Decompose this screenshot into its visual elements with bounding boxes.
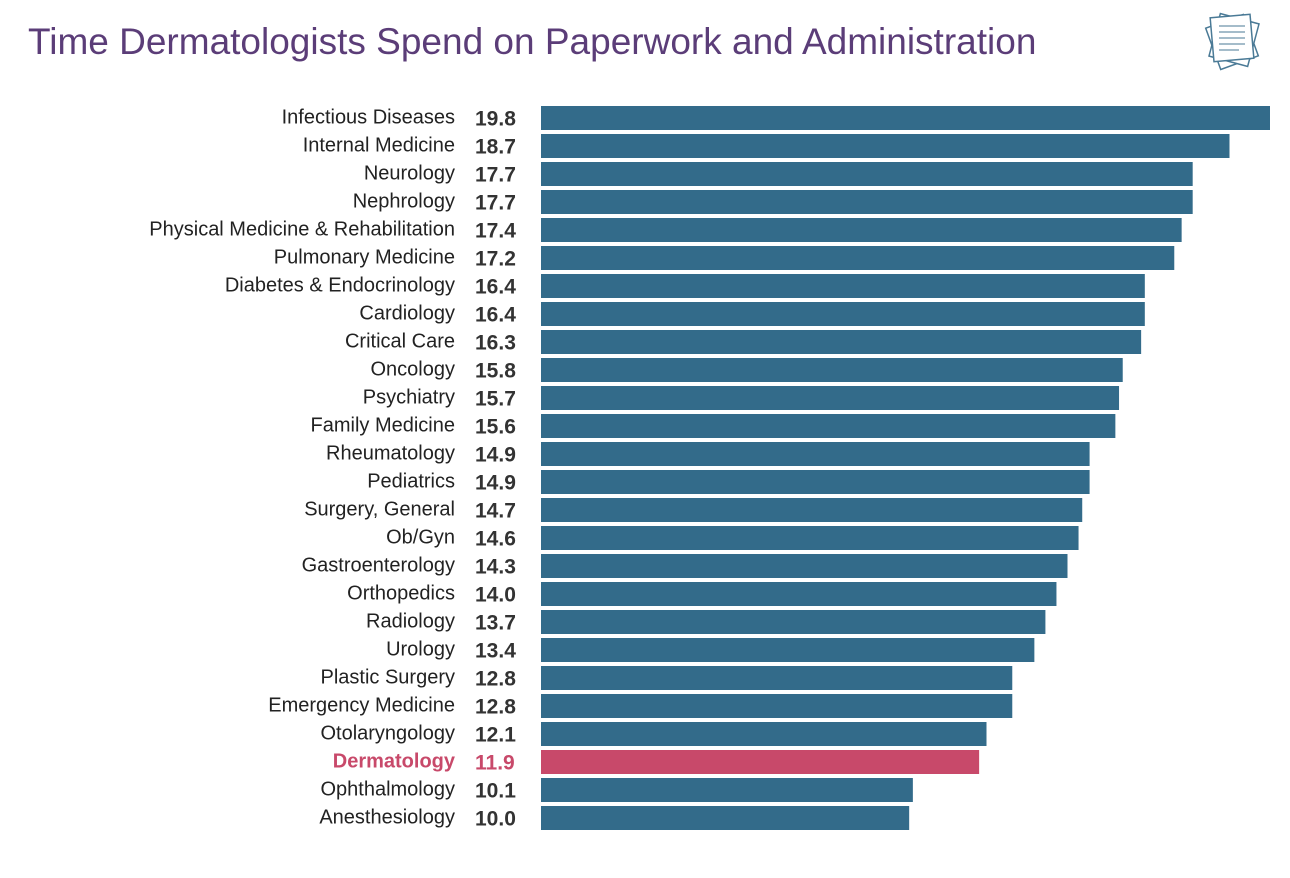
category-label: Oncology (371, 358, 456, 380)
bar (541, 526, 1079, 550)
category-label: Neurology (364, 162, 455, 184)
value-label: 17.2 (475, 248, 516, 271)
bar (541, 302, 1145, 326)
bar (541, 470, 1090, 494)
category-label: Orthopedics (347, 582, 455, 604)
paper-icon (1204, 12, 1260, 71)
value-label: 13.4 (475, 640, 516, 663)
category-label: Pulmonary Medicine (274, 246, 455, 268)
value-label: 11.9 (475, 752, 515, 775)
category-label: Ophthalmology (320, 778, 455, 800)
value-label: 10.0 (475, 808, 516, 831)
bar (541, 638, 1035, 662)
category-label: Plastic Surgery (321, 666, 456, 688)
category-label: Family Medicine (311, 414, 455, 436)
category-label: Internal Medicine (303, 134, 455, 156)
category-label: Physical Medicine & Rehabilitation (149, 218, 455, 240)
value-label: 17.7 (475, 192, 516, 215)
category-label: Urology (386, 638, 455, 660)
bar (541, 134, 1230, 158)
value-label: 14.9 (475, 444, 516, 467)
bar (541, 498, 1083, 522)
bar (541, 694, 1013, 718)
category-label: Pediatrics (367, 470, 455, 492)
value-label: 14.7 (475, 500, 516, 523)
value-label: 17.4 (475, 220, 516, 243)
value-label: 12.8 (475, 696, 516, 719)
bar (541, 750, 980, 774)
category-label: Cardiology (359, 302, 455, 324)
bar (541, 330, 1142, 354)
bar (541, 610, 1046, 634)
bar (541, 554, 1068, 578)
value-label: 13.7 (475, 612, 516, 635)
bar (541, 778, 913, 802)
bar (541, 190, 1193, 214)
value-label: 16.3 (475, 332, 516, 355)
bar (541, 806, 910, 830)
value-label: 16.4 (475, 304, 516, 327)
category-label: Nephrology (353, 190, 455, 212)
value-label: 15.8 (475, 360, 516, 383)
category-label: Infectious Diseases (282, 106, 455, 128)
bar (541, 386, 1120, 410)
category-label: Otolaryngology (320, 722, 455, 744)
value-label: 12.8 (475, 668, 516, 691)
bar (541, 218, 1182, 242)
value-label: 15.7 (475, 388, 516, 411)
category-label: Emergency Medicine (268, 694, 455, 716)
value-label: 12.1 (475, 724, 516, 747)
bar (541, 666, 1013, 690)
bar (541, 582, 1057, 606)
bar (541, 246, 1175, 270)
bar (541, 274, 1145, 298)
category-label: Psychiatry (363, 386, 455, 408)
category-label: Gastroenterology (302, 554, 455, 576)
value-label: 10.1 (475, 780, 516, 803)
chart-title: Time Dermatologists Spend on Paperwork a… (28, 21, 1036, 62)
category-label: Ob/Gyn (386, 526, 455, 548)
bar (541, 414, 1116, 438)
bar (541, 162, 1193, 186)
bar (541, 106, 1270, 130)
category-label: Critical Care (345, 330, 455, 352)
value-label: 15.6 (475, 416, 516, 439)
category-label: Diabetes & Endocrinology (225, 274, 455, 296)
category-label: Anesthesiology (319, 806, 455, 828)
value-label: 18.7 (475, 136, 516, 159)
category-label: Radiology (366, 610, 455, 632)
bar (541, 358, 1123, 382)
value-label: 17.7 (475, 164, 516, 187)
category-label: Dermatology (333, 750, 456, 772)
value-label: 14.9 (475, 472, 516, 495)
value-label: 16.4 (475, 276, 516, 299)
bar (541, 722, 987, 746)
category-label: Rheumatology (326, 442, 455, 464)
value-label: 14.6 (475, 528, 516, 551)
value-label: 14.3 (475, 556, 516, 579)
value-label: 14.0 (475, 584, 516, 607)
value-label: 19.8 (475, 108, 516, 131)
bar (541, 442, 1090, 466)
category-label: Surgery, General (304, 498, 455, 520)
